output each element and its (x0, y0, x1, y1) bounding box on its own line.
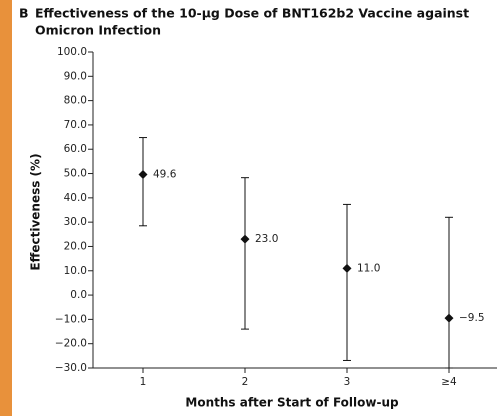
point (240, 234, 250, 244)
side-band (0, 0, 12, 416)
data-label: −9.5 (459, 312, 485, 324)
y-axis-title: Effectiveness (%) (29, 153, 43, 270)
chart-title: Omicron Infection (35, 23, 161, 38)
y-tick-label: 10.0 (64, 265, 87, 277)
y-tick-label: 60.0 (64, 143, 87, 155)
point (444, 313, 454, 323)
x-tick-label: 3 (344, 376, 351, 388)
y-tick-label: −30.0 (55, 362, 87, 374)
y-tick-label: 70.0 (64, 119, 87, 131)
y-tick-label: 90.0 (64, 70, 87, 82)
y-tick-label: −20.0 (55, 338, 87, 350)
y-tick-label: 20.0 (64, 240, 87, 252)
y-tick-label: 50.0 (64, 168, 87, 180)
point (342, 263, 352, 273)
data-label: 11.0 (357, 262, 380, 274)
y-tick-label: −10.0 (55, 313, 87, 325)
y-tick-label: 30.0 (64, 216, 87, 228)
x-tick-label: 2 (242, 376, 249, 388)
x-tick-label: 1 (140, 376, 147, 388)
y-tick-label: 40.0 (64, 192, 87, 204)
point (138, 170, 148, 180)
y-tick-label: 0.0 (70, 289, 87, 301)
y-tick-label: 80.0 (64, 95, 87, 107)
panel-label: B (19, 6, 29, 21)
data-label: 23.0 (255, 233, 278, 245)
chart-title: Effectiveness of the 10-μg Dose of BNT16… (35, 6, 469, 21)
x-axis-title: Months after Start of Follow-up (185, 396, 399, 410)
data-label: 49.6 (153, 169, 177, 181)
x-tick-label: ≥4 (441, 376, 457, 388)
y-tick-label: 100.0 (57, 46, 87, 58)
